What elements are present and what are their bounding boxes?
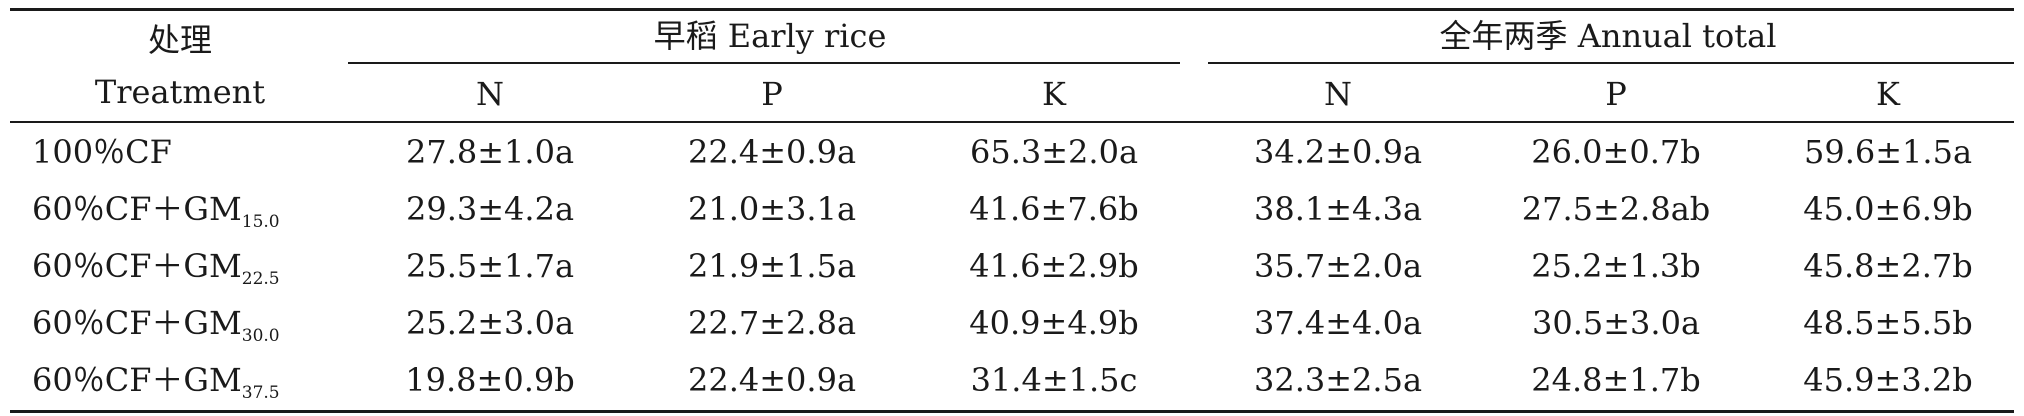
cell-early-p: 21.0±3.1a [687, 190, 857, 228]
cell-early-n: 19.8±0.9b [405, 361, 575, 399]
row-label: 60％CF＋GM37.5 [32, 361, 280, 403]
cell-early-p: 22.4±0.9a [687, 133, 857, 171]
cell-annual-p: 30.5±3.0a [1531, 304, 1701, 342]
cell-annual-p: 24.8±1.7b [1531, 361, 1701, 399]
cell-annual-n: 34.2±0.9a [1253, 133, 1423, 171]
annual-total-group-header: 全年两季 Annual total [1439, 17, 1777, 55]
cell-early-k: 31.4±1.5c [970, 361, 1138, 399]
cell-annual-k: 59.6±1.5a [1803, 133, 1973, 171]
row-label: 60％CF＋GM15.0 [32, 190, 280, 232]
row-label: 100％CF [32, 133, 172, 171]
row-label: 60％CF＋GM30.0 [32, 304, 280, 346]
top-rule [10, 8, 2014, 11]
cell-annual-n: 32.3±2.5a [1253, 361, 1423, 399]
cell-annual-p: 25.2±1.3b [1531, 247, 1701, 285]
cell-early-n: 25.2±3.0a [405, 304, 575, 342]
treatment-header-en: Treatment [94, 73, 266, 111]
early-rice-group-rule [348, 62, 1180, 64]
cell-early-p: 21.9±1.5a [687, 247, 857, 285]
cell-early-n: 29.3±4.2a [405, 190, 575, 228]
header-early-p: P [761, 75, 783, 113]
header-annual-p: P [1605, 75, 1627, 113]
cell-early-k: 41.6±7.6b [969, 190, 1139, 228]
cell-annual-k: 45.0±6.9b [1803, 190, 1973, 228]
header-early-k: K [1042, 75, 1066, 113]
cell-annual-p: 26.0±0.7b [1531, 133, 1701, 171]
cell-annual-n: 37.4±4.0a [1253, 304, 1423, 342]
cell-annual-n: 38.1±4.3a [1253, 190, 1423, 228]
bottom-rule [10, 410, 2014, 413]
header-early-n: N [476, 75, 504, 113]
cell-early-p: 22.7±2.8a [687, 304, 857, 342]
treatment-header-zh: 处理 [147, 21, 213, 59]
row-label: 60％CF＋GM22.5 [32, 247, 280, 289]
cell-early-k: 65.3±2.0a [969, 133, 1139, 171]
cell-early-n: 25.5±1.7a [405, 247, 575, 285]
cell-annual-p: 27.5±2.8ab [1521, 190, 1711, 228]
cell-early-p: 22.4±0.9a [687, 361, 857, 399]
cell-early-k: 40.9±4.9b [969, 304, 1139, 342]
cell-annual-k: 48.5±5.5b [1803, 304, 1973, 342]
cell-annual-k: 45.8±2.7b [1803, 247, 1973, 285]
early-rice-group-header: 早稻 Early rice [653, 17, 887, 55]
annual-total-group-rule [1208, 62, 2014, 64]
cell-annual-n: 35.7±2.0a [1253, 247, 1423, 285]
header-bottom-rule [10, 121, 2014, 123]
header-annual-n: N [1324, 75, 1352, 113]
cell-annual-k: 45.9±3.2b [1803, 361, 1973, 399]
cell-early-n: 27.8±1.0a [405, 133, 575, 171]
cell-early-k: 41.6±2.9b [969, 247, 1139, 285]
header-annual-k: K [1876, 75, 1900, 113]
